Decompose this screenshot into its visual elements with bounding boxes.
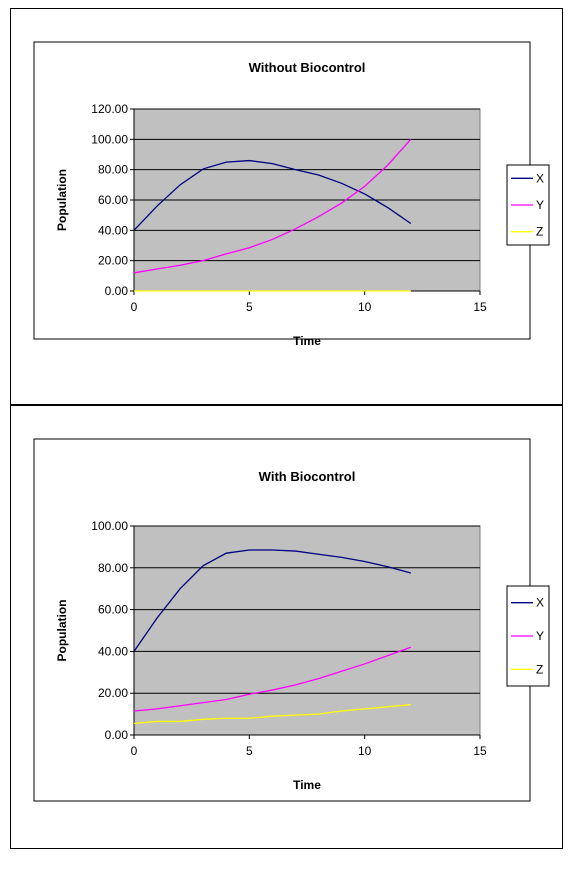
y-axis-label: Population (55, 600, 69, 662)
legend-label-x: X (536, 596, 544, 610)
x-tick-label: 0 (131, 744, 138, 758)
y-tick-label: 20.00 (98, 254, 128, 268)
legend-label-z: Z (536, 662, 543, 676)
y-tick-label: 80.00 (98, 561, 128, 575)
legend-label-y: Y (536, 629, 544, 643)
y-tick-label: 80.00 (98, 163, 128, 177)
chart-title: Without Biocontrol (249, 60, 366, 75)
y-tick-label: 120.00 (91, 102, 128, 116)
y-tick-label: 0.00 (105, 284, 129, 298)
legend-label-z: Z (536, 225, 543, 239)
y-tick-label: 100.00 (91, 132, 128, 146)
x-tick-label: 5 (246, 300, 253, 314)
x-tick-label: 15 (473, 744, 487, 758)
series-line-x (133, 549, 411, 652)
legend-label-x: X (536, 171, 544, 185)
y-tick-label: 20.00 (98, 686, 128, 700)
chart-panel-without-biocontrol: Without Biocontrol 0.00 20.00 40.00 60.00 80.… (10, 8, 563, 405)
plot-area (133, 525, 481, 736)
series-line-x (133, 159, 412, 231)
legend-label-y: Y (536, 198, 544, 212)
series-line-y (133, 646, 412, 712)
y-tick-label: 40.00 (98, 644, 128, 658)
chart-title: With Biocontrol (259, 469, 356, 484)
chart-panel-with-biocontrol: With Biocontrol 0.00 20.00 40.00 60.00 80.00 1… (10, 405, 563, 849)
x-tick-label: 10 (358, 300, 372, 314)
x-tick-label: 15 (473, 300, 487, 314)
x-tick-label: 0 (131, 300, 138, 314)
y-tick-label: 100.00 (91, 519, 128, 533)
y-tick-label: 40.00 (98, 223, 128, 237)
x-tick-label: 10 (358, 744, 372, 758)
series-line-y (133, 138, 412, 274)
x-axis-label: Time (293, 334, 321, 348)
chart-with-biocontrol: With Biocontrol 0.00 20.00 40.00 60.00 80.00 1… (33, 438, 550, 802)
y-axis-label: Population (55, 169, 69, 231)
y-tick-label: 60.00 (98, 603, 128, 617)
series-line-z (133, 704, 411, 725)
chart-without-biocontrol: Without Biocontrol 0.00 20.00 40.00 60.00 80.… (33, 41, 550, 348)
x-axis-label: Time (293, 778, 321, 792)
y-tick-label: 60.00 (98, 193, 128, 207)
y-tick-label: 0.00 (105, 728, 129, 742)
x-tick-label: 5 (246, 744, 253, 758)
